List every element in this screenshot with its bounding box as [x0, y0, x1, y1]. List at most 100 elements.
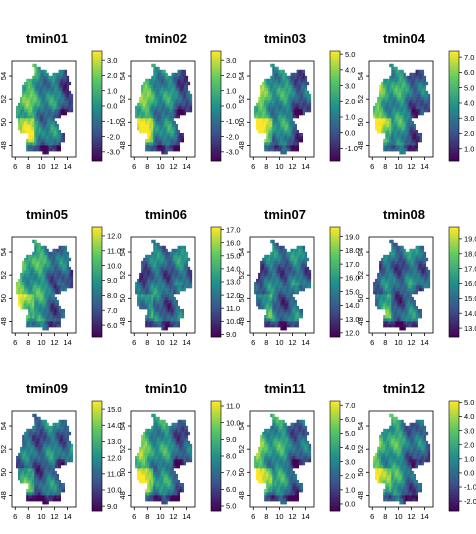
raster-cell	[67, 85, 69, 88]
colorbar-segment	[211, 241, 221, 244]
raster-cell	[59, 321, 61, 324]
colorbar-segment	[330, 59, 340, 62]
colorbar-segment	[211, 257, 221, 260]
y-tick-label: 48	[118, 141, 127, 149]
colorbar-segment	[211, 114, 221, 117]
raster-cell	[309, 282, 311, 285]
x-tick-label: 8	[264, 162, 268, 171]
raster-cell	[305, 85, 307, 88]
colorbar-segment	[92, 241, 102, 244]
raster-cell	[297, 318, 299, 321]
raster-cell	[186, 252, 188, 255]
colorbar-segment	[330, 136, 340, 139]
colorbar-segment	[211, 233, 221, 236]
colorbar-segment	[330, 68, 340, 71]
raster-cell	[184, 73, 186, 76]
raster-cell	[428, 273, 430, 276]
raster-cell	[52, 118, 54, 121]
raster-cell	[428, 94, 430, 97]
colorbar-tick-label: 2.0	[345, 97, 355, 106]
raster-cell	[57, 124, 59, 127]
colorbar-segment	[330, 230, 340, 233]
raster-cell	[293, 121, 295, 124]
colorbar-tick-label: 17.0	[345, 260, 360, 269]
colorbar-segment	[449, 65, 459, 68]
colorbar-segment	[92, 51, 102, 54]
raster-cell	[182, 309, 184, 312]
x-tick-label: 14	[63, 338, 71, 347]
raster-cell	[171, 118, 173, 121]
y-tick-label: 50	[0, 118, 8, 126]
y-tick-label: 54	[356, 72, 365, 80]
colorbar-segment	[92, 244, 102, 247]
colorbar-segment	[92, 81, 102, 84]
colorbar-tick-label: 8.0	[107, 291, 117, 300]
colorbar-segment	[330, 315, 340, 318]
colorbar-segment	[92, 315, 102, 318]
colorbar-segment	[330, 81, 340, 84]
raster-cell	[309, 276, 311, 279]
colorbar-segment	[449, 70, 459, 73]
colorbar-segment	[330, 57, 340, 60]
raster-cell	[184, 112, 186, 115]
colorbar-segment	[449, 156, 459, 159]
colorbar-tick-label: 12.0	[345, 329, 360, 338]
raster-cell	[34, 64, 36, 67]
raster-cell	[403, 327, 405, 330]
colorbar-segment	[92, 101, 102, 104]
colorbar-segment	[92, 249, 102, 252]
raster-cell	[188, 258, 190, 261]
colorbar-tick-label: 10.0	[107, 261, 122, 270]
colorbar-segment	[211, 271, 221, 274]
raster-cells	[16, 64, 73, 155]
colorbar-segment	[211, 230, 221, 233]
raster-cell	[67, 88, 69, 91]
colorbar-segment	[92, 84, 102, 87]
raster-cell	[420, 136, 422, 139]
y-tick-label: 52	[237, 271, 246, 279]
colorbar-segment	[330, 332, 340, 335]
colorbar-segment	[92, 59, 102, 62]
colorbar-segment	[92, 329, 102, 332]
colorbar-segment	[449, 147, 459, 150]
colorbar-segment	[330, 106, 340, 109]
raster-cell	[178, 306, 180, 309]
colorbar-segment	[330, 128, 340, 131]
x-tick-label: 6	[13, 162, 17, 171]
raster-cell	[190, 100, 192, 103]
raster-cell	[157, 243, 159, 246]
x-tick-label: 6	[132, 338, 136, 347]
x-tick-label: 12	[50, 338, 58, 347]
colorbar-segment	[211, 79, 221, 82]
raster-cell	[67, 79, 69, 82]
colorbar-segment	[449, 153, 459, 156]
colorbar-segment	[449, 59, 459, 62]
colorbar-segment	[211, 123, 221, 126]
colorbar-segment	[330, 98, 340, 101]
x-tick-label: 8	[26, 162, 30, 171]
colorbar-tick-label: 11.0	[226, 304, 240, 313]
x-tick-label: 14	[63, 162, 71, 171]
colorbar-segment	[92, 227, 102, 230]
colorbar-segment	[92, 145, 102, 148]
colorbar-tick-label: 3.0	[464, 114, 474, 123]
colorbar-segment	[92, 142, 102, 145]
raster-cell	[424, 85, 426, 88]
colorbar-segment	[92, 114, 102, 117]
colorbar-segment	[330, 244, 340, 247]
colorbar-segment	[330, 112, 340, 115]
colorbar-tick-label: 6.0	[107, 321, 117, 330]
colorbar-segment	[211, 59, 221, 62]
raster-cell	[297, 324, 299, 327]
raster-cell	[178, 115, 180, 118]
raster-cell	[57, 300, 59, 303]
colorbar-segment	[449, 73, 459, 76]
colorbar-segment	[211, 54, 221, 57]
colorbar-segment	[211, 326, 221, 329]
colorbar-segment	[330, 296, 340, 299]
raster-cell	[71, 106, 73, 109]
colorbar-segment	[211, 252, 221, 255]
colorbar-segment	[92, 312, 102, 315]
